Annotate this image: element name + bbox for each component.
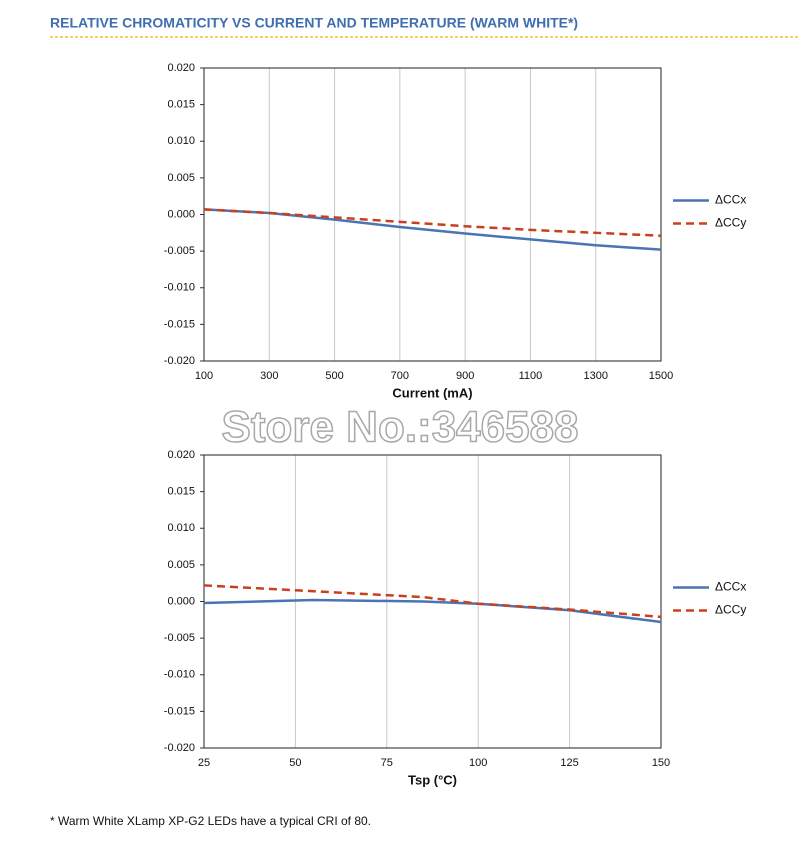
legend-label: ΔCCy [715, 216, 746, 230]
x-tick-label: 300 [260, 370, 278, 382]
legend-label: ΔCCx [715, 580, 746, 594]
series-line [203, 208, 662, 251]
footnote: * Warm White XLamp XP-G2 LEDs have a typ… [50, 814, 371, 828]
y-tick-label: 0.005 [167, 172, 195, 184]
y-tick-label: -0.005 [164, 245, 195, 257]
x-tick-label: 100 [195, 370, 213, 382]
x-tick-label: 125 [560, 757, 578, 769]
x-tick-label: 1300 [583, 370, 607, 382]
y-tick-label: -0.015 [164, 705, 195, 717]
x-tick-label: 25 [198, 757, 210, 769]
y-tick-label: -0.020 [164, 355, 195, 367]
y-tick-label: 0.015 [167, 99, 195, 111]
x-tick-label: 1500 [649, 370, 673, 382]
legend-label: ΔCCx [715, 193, 746, 207]
x-axis-label: Tsp (°C) [408, 772, 457, 787]
x-tick-label: 900 [456, 370, 474, 382]
legend-label: ΔCCy [715, 603, 746, 617]
watermark: Store No.:346588 [221, 403, 578, 452]
y-tick-label: -0.020 [164, 742, 195, 754]
x-tick-label: 150 [652, 757, 670, 769]
plot-frame [203, 67, 662, 362]
y-tick-label: 0.015 [167, 486, 195, 498]
x-tick-label: 700 [391, 370, 409, 382]
y-tick-label: 0.010 [167, 135, 195, 147]
y-tick-label: 0.000 [167, 208, 195, 220]
y-tick-label: 0.005 [167, 559, 195, 571]
y-tick-label: -0.005 [164, 632, 195, 644]
y-tick-label: 0.020 [167, 449, 195, 461]
series-line [203, 208, 662, 237]
x-tick-label: 75 [381, 757, 393, 769]
y-tick-label: 0.010 [167, 522, 195, 534]
y-tick-label: 0.020 [167, 62, 195, 74]
y-tick-label: 0.000 [167, 595, 195, 607]
y-tick-label: -0.015 [164, 318, 195, 330]
y-tick-label: -0.010 [164, 282, 195, 294]
plot-frame [203, 454, 662, 749]
x-tick-label: 100 [469, 757, 487, 769]
x-tick-label: 50 [289, 757, 301, 769]
series-line [203, 584, 662, 619]
x-tick-label: 1100 [519, 370, 543, 382]
series-line [203, 598, 662, 624]
x-tick-label: 500 [325, 370, 343, 382]
y-tick-label: -0.010 [164, 669, 195, 681]
page-title: RELATIVE CHROMATICITY VS CURRENT AND TEM… [50, 15, 578, 31]
x-axis-label: Current (mA) [392, 385, 472, 400]
